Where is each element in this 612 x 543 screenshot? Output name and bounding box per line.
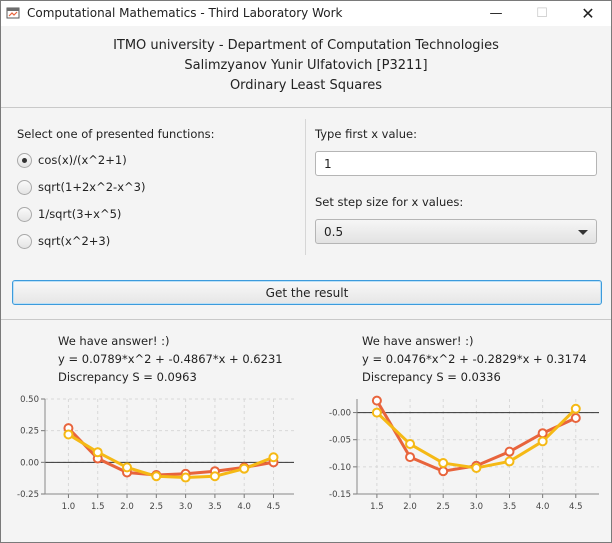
series-point-2 <box>180 472 191 483</box>
maximize-button[interactable]: ☐ <box>536 6 548 21</box>
series-point-2 <box>504 456 515 467</box>
title-bar[interactable]: Computational Mathematics - Third Labora… <box>1 1 611 26</box>
x-tick-label: 3.5 <box>208 502 222 512</box>
x-tick-label: 2.5 <box>150 502 164 512</box>
x-tick-label: 3.5 <box>503 502 517 512</box>
radio-circle[interactable] <box>17 234 32 249</box>
functions-label: Select one of presented functions: <box>17 127 215 141</box>
university-title: ITMO university - Department of Computat… <box>113 38 499 53</box>
result-2-discrepancy: Discrepancy S = 0.0336 <box>362 370 501 384</box>
radio-label[interactable]: sqrt(1+2x^2-x^3) <box>38 180 146 194</box>
x-tick-label: 3.0 <box>470 502 484 512</box>
y-tick-label: 0.00 <box>20 458 39 468</box>
x-tick-label: 2.0 <box>120 502 134 512</box>
radio-label[interactable]: 1/sqrt(3+x^5) <box>38 207 122 221</box>
y-tick-label: 0.50 <box>20 395 39 405</box>
plot-area <box>45 399 294 494</box>
series-point-2 <box>209 471 220 482</box>
series-point-2 <box>405 439 416 450</box>
x-tick-label: 1.0 <box>62 502 76 512</box>
close-button[interactable]: ✕ <box>581 4 595 23</box>
result-2-equation: y = 0.0476*x^2 + -0.2829*x + 0.3174 <box>362 352 587 366</box>
series-point-1 <box>537 428 548 439</box>
vertical-divider <box>305 119 306 255</box>
radio-function-3[interactable]: 1/sqrt(3+x^5) <box>17 206 217 224</box>
y-tick-label: 0.25 <box>20 427 39 437</box>
step-select-value: 0.5 <box>324 225 344 239</box>
series-point-2 <box>537 436 548 447</box>
radio-label[interactable]: cos(x)/(x^2+1) <box>38 153 127 167</box>
radio-function-1[interactable]: cos(x)/(x^2+1) <box>17 152 217 170</box>
x-tick-label: 2.5 <box>436 502 450 512</box>
y-tick-label: -0.00 <box>329 409 351 419</box>
plot-area <box>357 399 599 494</box>
radio-circle[interactable] <box>17 207 32 222</box>
radio-function-2[interactable]: sqrt(1+2x^2-x^3) <box>17 179 217 197</box>
series-point-1 <box>570 413 581 423</box>
series-point-2 <box>151 471 162 482</box>
chart-right: 1.5 2.0 2.5 3.0 3.5 4.0 4.5 -0.00 -0.05 -0.10 -0.1… <box>329 395 599 512</box>
radio-function-4[interactable]: sqrt(x^2+3) <box>17 233 217 251</box>
x-tick-label: 4.5 <box>569 502 583 512</box>
x-tick-label: 1.5 <box>91 502 105 512</box>
series-point-2 <box>63 429 74 440</box>
x-tick-label: 2.0 <box>403 502 417 512</box>
minimize-button[interactable]: — <box>489 6 503 21</box>
window-title: Computational Mathematics - Third Labora… <box>27 6 343 20</box>
series-point-1 <box>504 446 515 457</box>
method-title: Ordinary Least Squares <box>229 78 383 93</box>
series-point-1 <box>438 466 449 477</box>
x-tick-label: 1.5 <box>370 502 384 512</box>
y-tick-label: -0.10 <box>329 463 351 473</box>
x-tick-label: 3.0 <box>179 502 193 512</box>
radio-selected-dot <box>22 158 27 163</box>
radio-circle[interactable] <box>17 180 32 195</box>
y-tick-label: -0.05 <box>329 436 351 446</box>
series-line-2 <box>67 433 275 480</box>
divider-bottom <box>1 319 611 320</box>
series-point-1 <box>405 452 416 463</box>
step-select[interactable]: 0.5 <box>315 219 597 244</box>
radio-label[interactable]: sqrt(x^2+3) <box>38 234 111 248</box>
series-point-2 <box>471 462 482 473</box>
chevron-down-icon[interactable] <box>578 230 588 235</box>
step-label: Set step size for x values: <box>315 195 464 209</box>
series-point-2 <box>438 458 449 469</box>
x-tick-label: 4.5 <box>267 502 281 512</box>
series-point-2 <box>239 463 250 474</box>
result-1-heading: We have answer! :) <box>58 334 170 348</box>
first-x-input[interactable] <box>315 151 597 176</box>
first-x-label: Type first x value: <box>315 127 417 141</box>
x-tick-label: 4.0 <box>536 502 550 512</box>
divider-top <box>1 107 611 108</box>
series-point-2 <box>268 452 279 463</box>
java-app-icon <box>6 7 20 19</box>
series-point-2 <box>371 407 382 418</box>
x-tick-label: 4.0 <box>237 502 251 512</box>
series-point-1 <box>371 395 382 406</box>
series-point-2 <box>92 447 103 458</box>
result-1-discrepancy: Discrepancy S = 0.0963 <box>58 370 197 384</box>
y-tick-label: -0.25 <box>17 490 39 500</box>
result-1-equation: y = 0.0789*x^2 + -0.4867*x + 0.6231 <box>58 352 283 366</box>
chart-left: 1.0 1.5 2.0 2.5 3.0 3.5 4.0 4.5 0.50 0.25 0.00 -0.2… <box>17 395 294 512</box>
radio-circle[interactable] <box>17 153 32 168</box>
header: ITMO university - Department of Computat… <box>1 26 611 107</box>
series-point-2 <box>570 403 581 414</box>
author-name: Salimzyanov Yunir Ulfatovich [P3211] <box>184 58 428 73</box>
get-result-button[interactable]: Get the result <box>12 280 602 305</box>
y-tick-label: -0.15 <box>329 490 351 500</box>
result-2-heading: We have answer! :) <box>362 334 474 348</box>
series-point-2 <box>122 462 133 473</box>
